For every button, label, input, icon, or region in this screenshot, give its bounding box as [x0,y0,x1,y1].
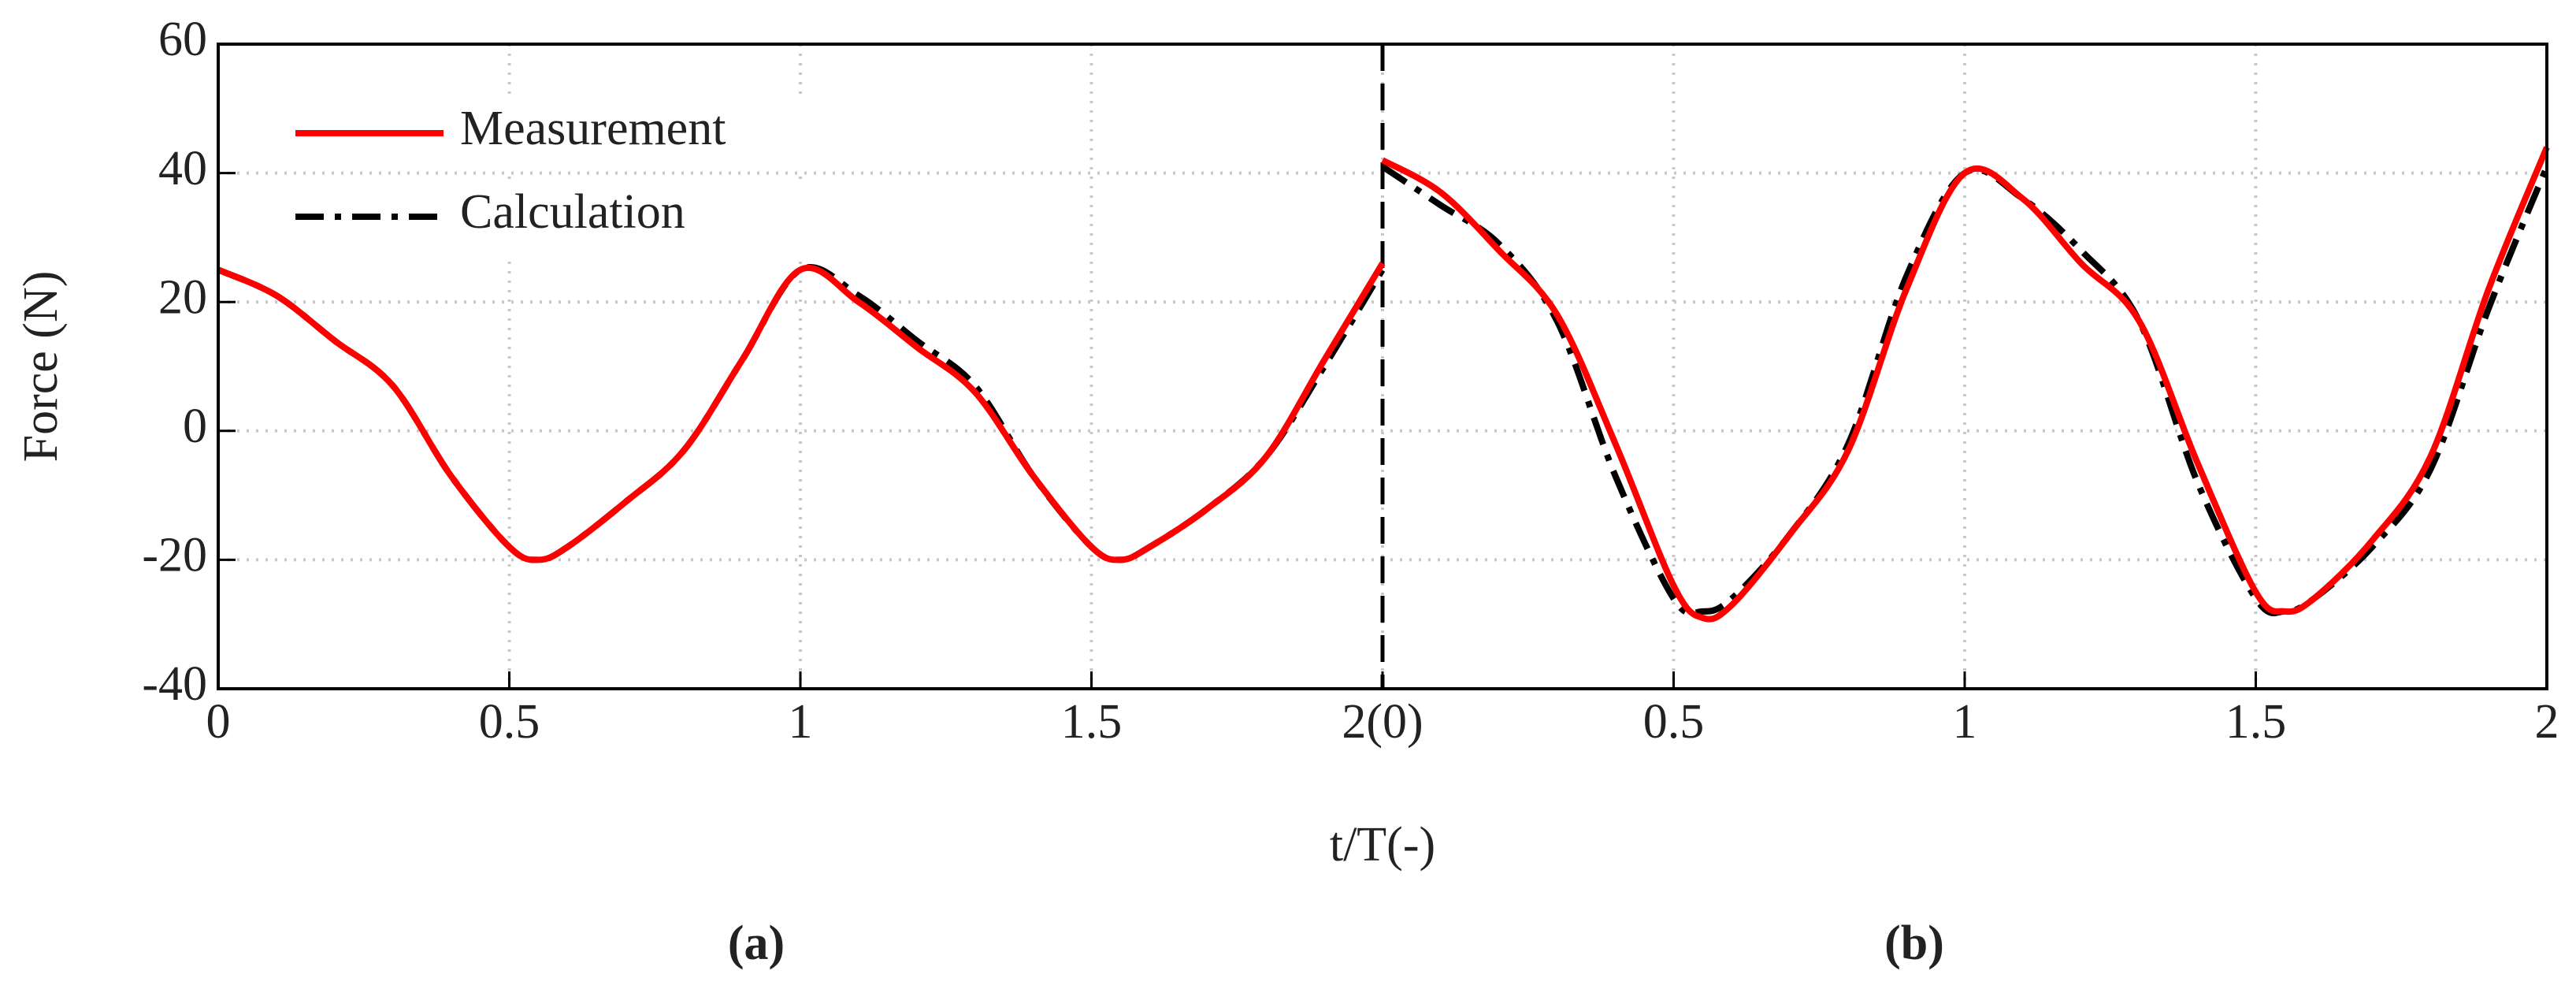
x-axis-label: t/T(-) [1330,818,1435,872]
x-tick-label: 0.5 [479,695,540,749]
panel-label: (a) [728,916,785,970]
y-tick-label: 0 [183,400,207,453]
y-tick-label: 20 [158,270,207,324]
x-tick-label: 1.5 [2225,695,2287,749]
y-axis-label: Force (N) [14,271,68,463]
plot-frame [217,43,2548,690]
x-tick-label: 1 [789,695,813,749]
data-line [217,146,2550,623]
x-tick-label: 0 [206,695,231,749]
legend-label: Calculation [460,185,685,239]
legend-label: Measurement [460,102,726,155]
x-tick-label: 1 [1953,695,1977,749]
y-tick-label: -20 [142,529,207,582]
x-tick-label: 1.5 [1061,695,1123,749]
panel-label: (b) [1884,916,1944,970]
y-tick-label: 40 [158,142,207,195]
y-tick-label: 60 [158,13,207,66]
x-tick-label: 2 [2535,695,2559,749]
x-tick-label: 0.5 [1643,695,1705,749]
y-tick-label: -40 [142,657,207,711]
x-tick-label: 2(0) [1342,695,1423,749]
